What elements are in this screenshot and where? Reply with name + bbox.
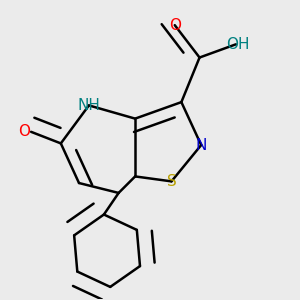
Text: S: S: [167, 174, 176, 189]
Text: OH: OH: [226, 37, 249, 52]
Text: O: O: [169, 18, 181, 33]
Text: N: N: [196, 137, 207, 152]
Text: NH: NH: [77, 98, 100, 113]
Text: O: O: [19, 124, 31, 139]
